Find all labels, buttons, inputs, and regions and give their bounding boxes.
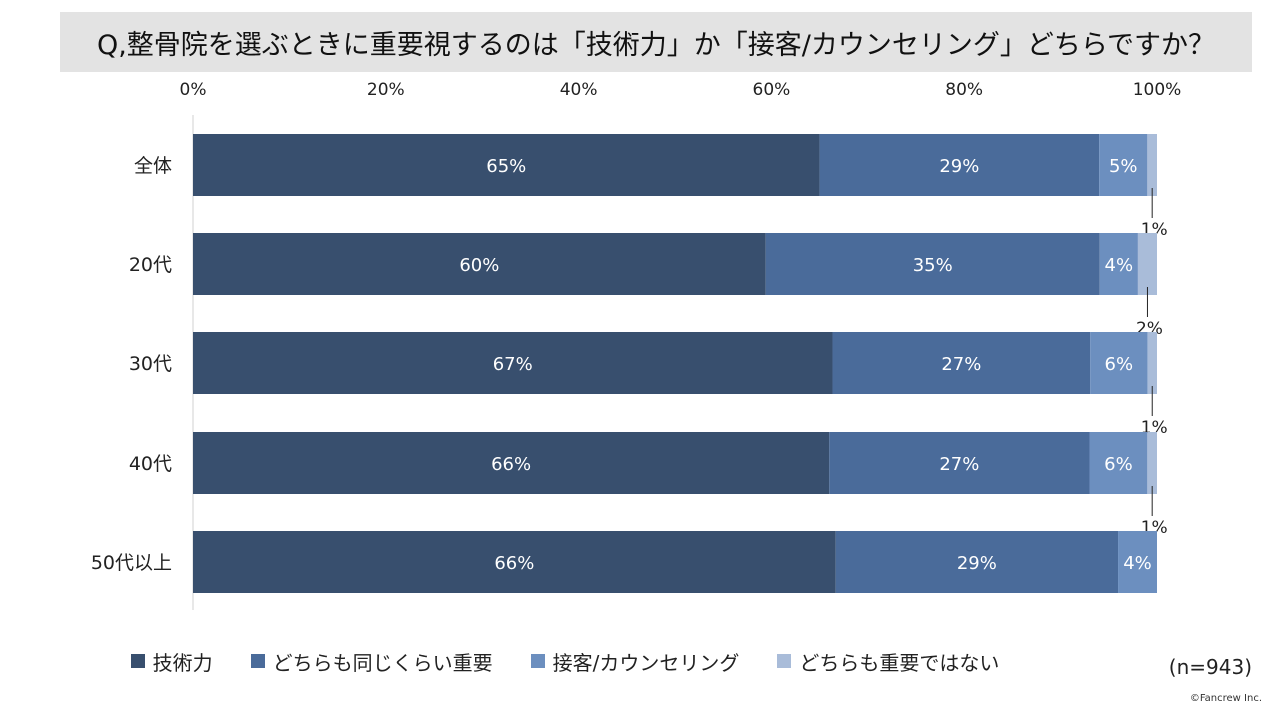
bar-segment xyxy=(819,134,1100,196)
legend-swatch xyxy=(777,654,792,668)
bar-segment xyxy=(765,233,1100,295)
bar-segment xyxy=(1099,134,1148,196)
sample-size-label: (n=943) xyxy=(1168,655,1252,679)
data-label: 67% xyxy=(493,354,533,375)
data-label: 4% xyxy=(1123,553,1152,574)
copyright-credit: ©Fancrew Inc. xyxy=(1189,693,1262,704)
x-tick-label: 100% xyxy=(1133,80,1182,100)
legend-swatch xyxy=(530,654,545,668)
data-label: 29% xyxy=(939,156,979,177)
legend-item: どちらも同じくらい重要 xyxy=(250,647,493,676)
data-label: 27% xyxy=(941,354,981,375)
legend-item: 接客/カウンセリング xyxy=(530,647,740,676)
bar-segment xyxy=(835,531,1119,593)
data-label: 60% xyxy=(459,255,499,276)
bar-segment xyxy=(1099,233,1138,295)
bar-segment xyxy=(1089,432,1148,494)
bar-segment xyxy=(193,531,836,593)
chart-title: Q,整骨院を選ぶときに重要視するのは「技術力」か「接客/カウンセリング」どちらで… xyxy=(96,29,1216,61)
data-label: 27% xyxy=(939,454,979,475)
legend-item: どちらも重要ではない xyxy=(777,647,999,676)
x-tick-label: 60% xyxy=(753,80,791,100)
legend-label: 接客/カウンセリング xyxy=(552,650,740,675)
bar-segment xyxy=(193,332,833,394)
x-tick-label: 40% xyxy=(560,80,598,100)
category-label: 全体 xyxy=(134,155,172,177)
category-label: 30代 xyxy=(129,353,172,375)
chart-plot: 0% 20% 40% 60% 80% 100%全体 65% 29% 5%1%20代 60% 35% 4… xyxy=(91,80,1182,610)
data-label: 66% xyxy=(491,454,531,475)
x-tick-label: 20% xyxy=(367,80,405,100)
category-label: 50代以上 xyxy=(91,552,172,574)
bar-segment xyxy=(1147,134,1157,196)
legend: 技術力 どちらも同じくらい重要 接客/カウンセリング どちらも重要ではない xyxy=(0,645,1280,677)
title-bar: Q,整骨院を選ぶときに重要視するのは「技術力」か「接客/カウンセリング」どちらで… xyxy=(60,12,1252,72)
legend-swatch xyxy=(250,654,265,668)
x-tick-label: 0% xyxy=(180,80,207,100)
legend-label: 技術力 xyxy=(152,650,213,675)
data-label: 6% xyxy=(1105,354,1134,375)
data-label: 5% xyxy=(1109,156,1138,177)
data-label: 4% xyxy=(1105,255,1134,276)
bar-segment xyxy=(193,233,766,295)
bar-segment xyxy=(193,432,830,494)
bar-segment xyxy=(1147,332,1157,394)
bar-segment xyxy=(832,332,1091,394)
bar-segment xyxy=(1118,531,1157,593)
category-label: 40代 xyxy=(129,453,172,475)
data-label: 65% xyxy=(486,156,526,177)
legend-item: 技術力 xyxy=(130,647,213,676)
legend-swatch xyxy=(130,654,145,668)
bar-segment xyxy=(1137,233,1157,295)
x-tick-label: 80% xyxy=(945,80,983,100)
legend-label: どちらも重要ではない xyxy=(799,650,1000,675)
bar-segment xyxy=(193,134,820,196)
category-label: 20代 xyxy=(129,254,172,276)
data-label: 29% xyxy=(957,553,997,574)
data-label: 35% xyxy=(913,255,953,276)
bar-segment xyxy=(829,432,1090,494)
bar-segment xyxy=(1147,432,1157,494)
data-label: 66% xyxy=(494,553,534,574)
legend-label: どちらも同じくらい重要 xyxy=(272,650,493,675)
bar-segment xyxy=(1090,332,1148,394)
data-label: 6% xyxy=(1104,454,1133,475)
